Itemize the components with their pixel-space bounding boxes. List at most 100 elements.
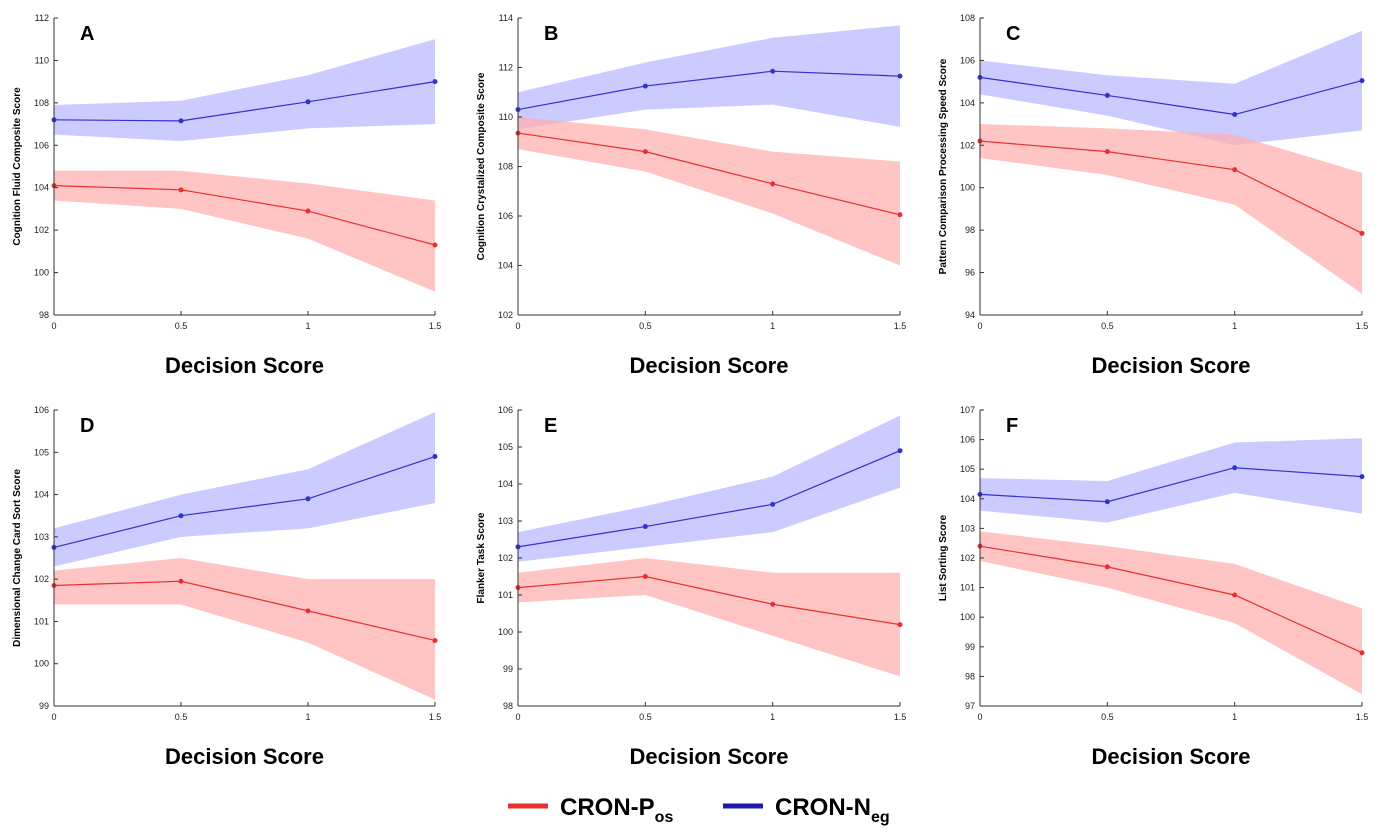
y-tick-label: 110 bbox=[35, 55, 49, 65]
panel: 98 100 102 104 106 108 110 112 0 0.5 1 1.5 A Cognitio… bbox=[12, 13, 441, 378]
data-point bbox=[178, 513, 184, 519]
data-point bbox=[432, 79, 438, 85]
y-tick-label: 104 bbox=[34, 183, 49, 193]
confidence-band bbox=[518, 25, 900, 130]
series-line bbox=[53, 580, 436, 642]
y-tick-label: 102 bbox=[498, 553, 513, 563]
panel-letter: E bbox=[544, 415, 557, 437]
panel-letter: F bbox=[1006, 415, 1018, 437]
data-point bbox=[1359, 474, 1365, 480]
series-line bbox=[517, 70, 901, 111]
x-tick-label: 0 bbox=[977, 712, 982, 722]
panel-letter: D bbox=[80, 415, 94, 437]
data-point bbox=[897, 622, 903, 628]
x-tick-label: 0 bbox=[977, 321, 982, 331]
x-tick-label: 1 bbox=[305, 712, 310, 722]
data-point bbox=[305, 608, 311, 614]
y-tick-label: 96 bbox=[965, 268, 975, 278]
panel: 98 99 100 101 102 103 104 105 106 0 0.5 1 1.5 E Flanke… bbox=[476, 405, 906, 769]
data-point bbox=[1104, 92, 1110, 98]
y-tick-label: 104 bbox=[34, 490, 49, 500]
legend-label: CRON-Pos bbox=[560, 794, 673, 826]
x-tick-label: 1.5 bbox=[894, 321, 907, 331]
data-point bbox=[897, 212, 903, 218]
data-point bbox=[897, 73, 903, 79]
panel: 94 96 98 100 102 104 106 108 0 0.5 1 1.5 C Pattern Co… bbox=[938, 13, 1368, 378]
y-tick-label: 100 bbox=[498, 627, 513, 637]
confidence-band bbox=[980, 438, 1362, 523]
data-point bbox=[178, 578, 184, 584]
data-point bbox=[1232, 167, 1238, 173]
data-point bbox=[642, 83, 648, 89]
x-tick-label: 1 bbox=[1232, 321, 1237, 331]
data-point bbox=[897, 448, 903, 454]
y-axis-label: List Sorting Score bbox=[938, 515, 949, 602]
y-tick-label: 108 bbox=[34, 98, 49, 108]
confidence-band bbox=[518, 558, 900, 677]
x-tick-label: 1 bbox=[770, 321, 775, 331]
data-point bbox=[1232, 465, 1238, 471]
y-tick-label: 100 bbox=[960, 183, 975, 193]
y-tick-label: 98 bbox=[965, 225, 975, 235]
panel-letter: A bbox=[80, 23, 94, 45]
y-tick-label: 103 bbox=[960, 523, 975, 533]
data-point bbox=[432, 454, 438, 460]
x-axis-label: Decision Score bbox=[630, 353, 789, 378]
x-axis-label: Decision Score bbox=[1092, 353, 1251, 378]
x-tick-label: 0 bbox=[51, 321, 56, 331]
series-line bbox=[979, 467, 1363, 503]
y-tick-label: 98 bbox=[39, 310, 49, 320]
data-point bbox=[305, 208, 311, 214]
y-tick-label: 104 bbox=[960, 494, 975, 504]
y-tick-label: 104 bbox=[960, 98, 975, 108]
data-point bbox=[770, 501, 776, 507]
x-tick-label: 1 bbox=[770, 712, 775, 722]
x-tick-label: 1.5 bbox=[429, 321, 442, 331]
y-tick-label: 112 bbox=[499, 63, 513, 73]
y-tick-label: 106 bbox=[498, 405, 513, 415]
y-tick-label: 108 bbox=[960, 13, 975, 23]
data-point bbox=[642, 149, 648, 155]
x-tick-label: 0 bbox=[515, 321, 520, 331]
confidence-band bbox=[518, 415, 900, 562]
y-tick-label: 106 bbox=[34, 140, 49, 150]
x-axis-label: Decision Score bbox=[630, 744, 789, 769]
data-point bbox=[770, 181, 776, 187]
y-tick-label: 99 bbox=[39, 701, 49, 711]
y-tick-label: 102 bbox=[34, 574, 49, 584]
series-line bbox=[53, 184, 436, 246]
data-point bbox=[642, 524, 648, 530]
series-line bbox=[517, 132, 901, 216]
data-point bbox=[432, 637, 438, 643]
data-point bbox=[1104, 149, 1110, 155]
x-tick-label: 1.5 bbox=[894, 712, 907, 722]
confidence-band bbox=[980, 30, 1362, 146]
confidence-band bbox=[980, 531, 1362, 695]
x-axis-label: Decision Score bbox=[165, 353, 324, 378]
y-tick-label: 107 bbox=[960, 405, 975, 415]
panel: 97 98 99 100 101 102 103 104 105 106 107 0 0.5 1 1.5 F L… bbox=[938, 405, 1368, 769]
series-line bbox=[517, 450, 901, 548]
panel: 102 104 106 108 110 112 114 0 0.5 1 1.5 B Cognition … bbox=[476, 13, 906, 378]
confidence-band bbox=[54, 39, 435, 142]
y-tick-label: 100 bbox=[34, 268, 49, 278]
y-axis-label: Cognition Crystalized Composite Score bbox=[476, 72, 487, 260]
legend-label: CRON-Neg bbox=[775, 794, 890, 826]
y-tick-label: 103 bbox=[34, 532, 49, 542]
y-axis-label: Pattern Comparison Processing Speed Scor… bbox=[938, 58, 949, 274]
legend-name: CRON-N bbox=[775, 794, 871, 821]
y-tick-label: 102 bbox=[960, 140, 975, 150]
y-tick-label: 112 bbox=[35, 13, 49, 23]
y-tick-label: 105 bbox=[498, 442, 513, 452]
y-axis-label: Dimensional Change Card Sort Score bbox=[12, 469, 23, 647]
y-tick-label: 100 bbox=[960, 612, 975, 622]
y-tick-label: 108 bbox=[498, 162, 513, 172]
x-tick-label: 0 bbox=[515, 712, 520, 722]
data-point bbox=[1232, 592, 1238, 598]
x-tick-label: 1.5 bbox=[1356, 321, 1369, 331]
y-tick-label: 110 bbox=[499, 112, 513, 122]
y-tick-label: 98 bbox=[503, 701, 513, 711]
x-axis-label: Decision Score bbox=[1092, 744, 1251, 769]
y-tick-label: 106 bbox=[960, 435, 975, 445]
